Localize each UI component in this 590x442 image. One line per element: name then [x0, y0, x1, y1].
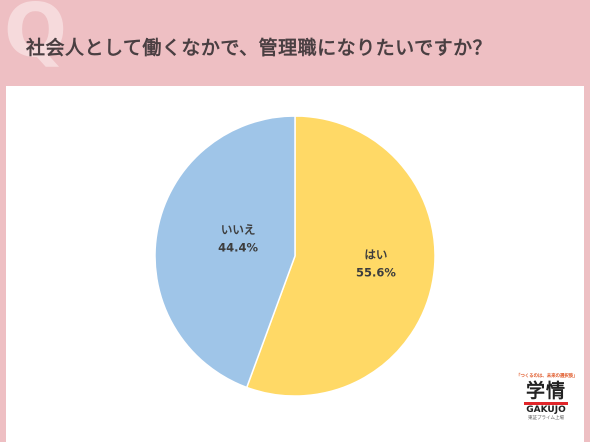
pie-slice-1 [154, 115, 296, 389]
survey-question: 社会人として働くなかで、管理職になりたいですか？ [26, 37, 493, 59]
logo-sub: 東証プライム上場 [528, 416, 564, 421]
gakujo-logo: 「つくるのは、未来の選択肢」 学情 GAKUJO 東証プライム上場 [516, 374, 578, 422]
logo-en: GAKUJO [526, 405, 566, 415]
chart-card: はい 55.6% いいえ 44.4% 「つくるのは、未来の選択肢」 学情 GAKUJO… [6, 86, 584, 442]
slice-value-0: 55.6% [356, 265, 396, 279]
slice-value-1: 44.4% [218, 241, 258, 255]
logo-kanji: 学情 [525, 380, 566, 402]
pie-chart: はい 55.6% いいえ 44.4% [154, 115, 436, 397]
slice-label-0: はい [364, 247, 387, 261]
pie-slice-0 [245, 115, 436, 397]
logo-bar [524, 402, 568, 405]
logo-tagline: 「つくるのは、未来の選択肢」 [516, 374, 578, 379]
slice-label-1: いいえ [221, 223, 256, 237]
q-mark: Q [4, 0, 67, 74]
